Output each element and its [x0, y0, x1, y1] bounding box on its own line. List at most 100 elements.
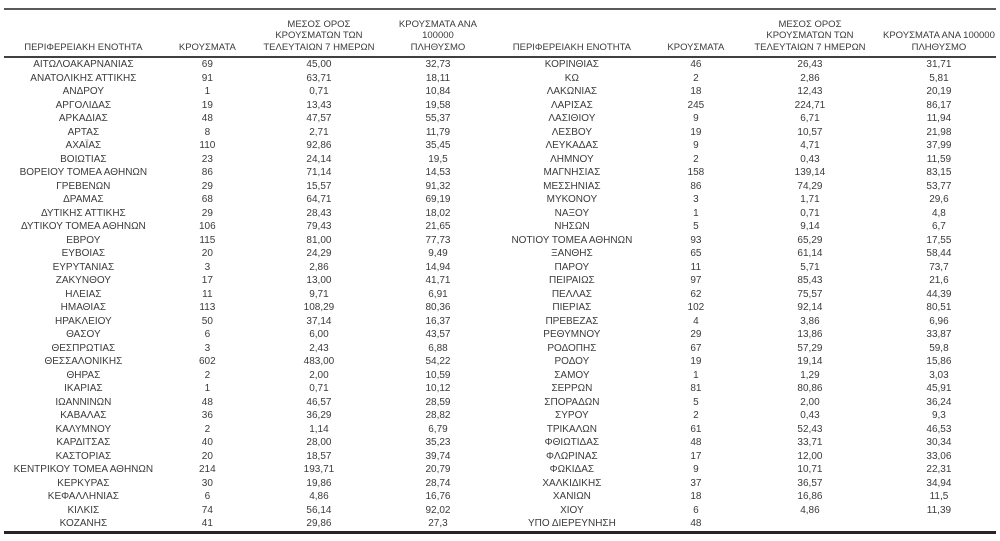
cell-per100k: 21,98: [926, 126, 952, 138]
cell-cases: 602: [199, 356, 216, 368]
cell-cases: 62: [690, 288, 702, 300]
cell-avg7days: 0,71: [800, 207, 820, 219]
cell-per100k: 80,51: [926, 302, 952, 314]
cell-avg7days: 12,43: [797, 86, 823, 98]
cell-region: ΛΑΣΙΘΙΟΥ: [548, 113, 596, 125]
cell-region: ΦΩΚΙΔΑΣ: [549, 464, 595, 476]
cell-region: ΚΑΡΔΙΤΣΑΣ: [56, 437, 111, 449]
cell-avg7days: 57,29: [797, 342, 823, 354]
cell-cases: 20: [201, 450, 213, 462]
cell-per100k: 6,7: [931, 221, 946, 233]
cell-cases: 8: [204, 126, 211, 138]
cell-cases: 3: [204, 342, 211, 354]
cell-region: ΠΕΛΛΑΣ: [551, 288, 592, 300]
cell-cases: 6: [693, 504, 699, 516]
cell-avg7days: 26,43: [797, 59, 823, 71]
col-header-avg7days-left: ΜΕΣΟΣ ΟΡΟΣ ΚΡΟΥΣΜΑΤΩΝ ΤΩΝ ΤΕΛΕΥΤΑΙΩΝ 7 Η…: [251, 9, 386, 58]
cell-region: ΤΡΙΚΑΛΩΝ: [546, 423, 598, 435]
cell-cases: 86: [690, 180, 702, 192]
cell-per100k: 73,7: [929, 261, 949, 273]
col-header-per100k-right: ΚΡΟΥΣΜΑΤΑ ΑΝΑ 100000 ΠΛΗΘΥΣΜΟ: [881, 9, 996, 58]
table-row: ΘΕΣΠΡΩΤΙΑΣ 3 2,43 6,88 ΡΟΔΟΠΗΣ 67 57,29 59,8: [4, 342, 996, 356]
cell-per100k: 33,87: [926, 329, 952, 341]
cell-avg7days: 71,14: [306, 167, 332, 179]
cell-avg7days: 85,43: [797, 275, 823, 287]
table-row: ΚΟΖΑΝΗΣ 41 29,86 27,3 ΥΠΟ ΔΙΕΡΕΥΝΗΣΗ 48: [4, 517, 996, 532]
cell-cases: 48: [690, 437, 702, 449]
cell-cases: 23: [201, 153, 213, 165]
cell-cases: 29: [201, 207, 213, 219]
cell-region: ΡΟΔΟΠΗΣ: [547, 342, 597, 354]
cell-per100k: 31,71: [926, 59, 952, 71]
report-table-section: ΠΕΡΙΦΕΡΕΙΑΚΗ ΕΝΟΤΗΤΑ ΚΡΟΥΣΜΑΤΑ ΜΕΣΟΣ ΟΡΟ…: [4, 0, 996, 534]
cell-avg7days: 29,86: [306, 518, 332, 530]
cell-avg7days: 9,14: [800, 221, 820, 233]
cell-region: ΠΡΕΒΕΖΑΣ: [545, 315, 599, 327]
cell-region: ΑΡΤΑΣ: [67, 126, 100, 138]
cell-cases: 18: [690, 86, 702, 98]
table-row: ΑΡΚΑΔΙΑΣ 48 47,57 55,37 ΛΑΣΙΘΙΟΥ 9 6,71 11,94: [4, 112, 996, 126]
table-row: ΕΒΡΟΥ 115 81,00 77,73 ΝΟΤΙΟΥ ΤΟΜΕΑ ΑΘΗΝΩΝ 93 6…: [4, 234, 996, 248]
cell-per100k: 69,19: [425, 194, 451, 206]
cell-cases: 17: [201, 275, 213, 287]
cell-region: ΛΗΜΝΟΥ: [550, 153, 594, 165]
cell-per100k: 21,6: [929, 275, 949, 287]
cell-cases: 81: [690, 383, 702, 395]
cell-region: ΛΕΥΚΑΔΑΣ: [545, 140, 599, 152]
cell-per100k: 20,19: [926, 86, 952, 98]
cell-region: ΛΕΣΒΟΥ: [551, 126, 593, 138]
table-row: ΓΡΕΒΕΝΩΝ 29 15,57 91,32 ΜΕΣΣΗΝΙΑΣ 86 74,29 53,7…: [4, 180, 996, 194]
cell-per100k: 16,76: [425, 491, 451, 503]
cell-avg7days: 18,57: [306, 450, 332, 462]
table-row: ΗΜΑΘΙΑΣ 113 108,29 80,36 ΠΙΕΡΙΑΣ 102 92,14 80,5…: [4, 301, 996, 315]
cell-per100k: 4,8: [931, 207, 946, 219]
cell-avg7days: 10,57: [797, 126, 823, 138]
cell-region: ΚΙΛΚΙΣ: [67, 504, 100, 516]
cell-per100k: 5,81: [929, 72, 949, 84]
table-row: ΒΟΡΕΙΟΥ ΤΟΜΕΑ ΑΘΗΝΩΝ 86 71,14 14,53 ΜΑΓΝΗΣΙΑ…: [4, 166, 996, 180]
cell-per100k: 22,31: [926, 464, 952, 476]
cell-avg7days: 4,86: [309, 491, 329, 503]
cell-avg7days: 3,86: [800, 315, 820, 327]
cell-region: ΣΕΡΡΩΝ: [551, 383, 593, 395]
cell-region: ΝΗΣΩΝ: [554, 221, 590, 233]
cell-cases: 17: [690, 450, 702, 462]
cell-region: ΙΩΑΝΝΙΝΩΝ: [55, 396, 112, 408]
cell-cases: 19: [201, 99, 213, 111]
cell-region: ΚΩ: [564, 72, 579, 84]
cell-per100k: 43,57: [425, 329, 451, 341]
cell-region: ΘΗΡΑΣ: [66, 369, 101, 381]
cell-per100k: 18,02: [425, 207, 451, 219]
cell-per100k: 11,94: [926, 113, 952, 125]
cell-avg7days: 80,86: [797, 383, 823, 395]
table-row: ΙΚΑΡΙΑΣ 1 0,71 10,12 ΣΕΡΡΩΝ 81 80,86 45,91: [4, 382, 996, 396]
cell-cases: 93: [690, 234, 702, 246]
cell-per100k: 54,22: [425, 356, 451, 368]
table-header: ΠΕΡΙΦΕΡΕΙΑΚΗ ΕΝΟΤΗΤΑ ΚΡΟΥΣΜΑΤΑ ΜΕΣΟΣ ΟΡΟ…: [4, 9, 996, 58]
cell-avg7days: 33,71: [797, 437, 823, 449]
cell-cases: 2: [693, 410, 699, 422]
table-row: ΚΕΡΚΥΡΑΣ 30 19,86 28,74 ΧΑΛΚΙΔΙΚΗΣ 37 36,57 34,…: [4, 477, 996, 491]
cell-avg7days: 65,29: [797, 234, 823, 246]
cell-cases: 50: [201, 315, 213, 327]
table-row: ΚΙΛΚΙΣ 74 56,14 92,02 ΧΙΟΥ 6 4,86 11,39: [4, 504, 996, 518]
col-header-cases-left: ΚΡΟΥΣΜΑΤΑ: [162, 9, 252, 58]
cell-avg7days: 10,71: [797, 464, 823, 476]
cell-per100k: 16,37: [425, 315, 451, 327]
table-row: ΘΗΡΑΣ 2 2,00 10,59 ΣΑΜΟΥ 1 1,29 3,03: [4, 369, 996, 383]
cell-avg7days: 139,14: [794, 167, 826, 179]
cell-region: ΕΥΒΟΙΑΣ: [61, 248, 106, 260]
cell-region: ΗΛΕΙΑΣ: [65, 288, 102, 300]
cell-cases: 74: [201, 504, 213, 516]
cell-per100k: 91,32: [425, 180, 451, 192]
cell-avg7days: 24,14: [306, 153, 332, 165]
table-row: ΑΝΔΡΟΥ 1 0,71 10,84 ΛΑΚΩΝΙΑΣ 18 12,43 20,19: [4, 85, 996, 99]
cell-avg7days: 9,71: [309, 288, 329, 300]
cell-region: ΘΕΣΠΡΩΤΙΑΣ: [51, 342, 116, 354]
cell-cases: 110: [199, 140, 216, 152]
cell-per100k: 35,45: [425, 140, 451, 152]
cell-avg7days: 36,57: [797, 477, 823, 489]
cell-avg7days: 46,57: [306, 396, 332, 408]
cell-avg7days: 6,71: [800, 113, 820, 125]
cell-avg7days: 2,00: [800, 396, 820, 408]
